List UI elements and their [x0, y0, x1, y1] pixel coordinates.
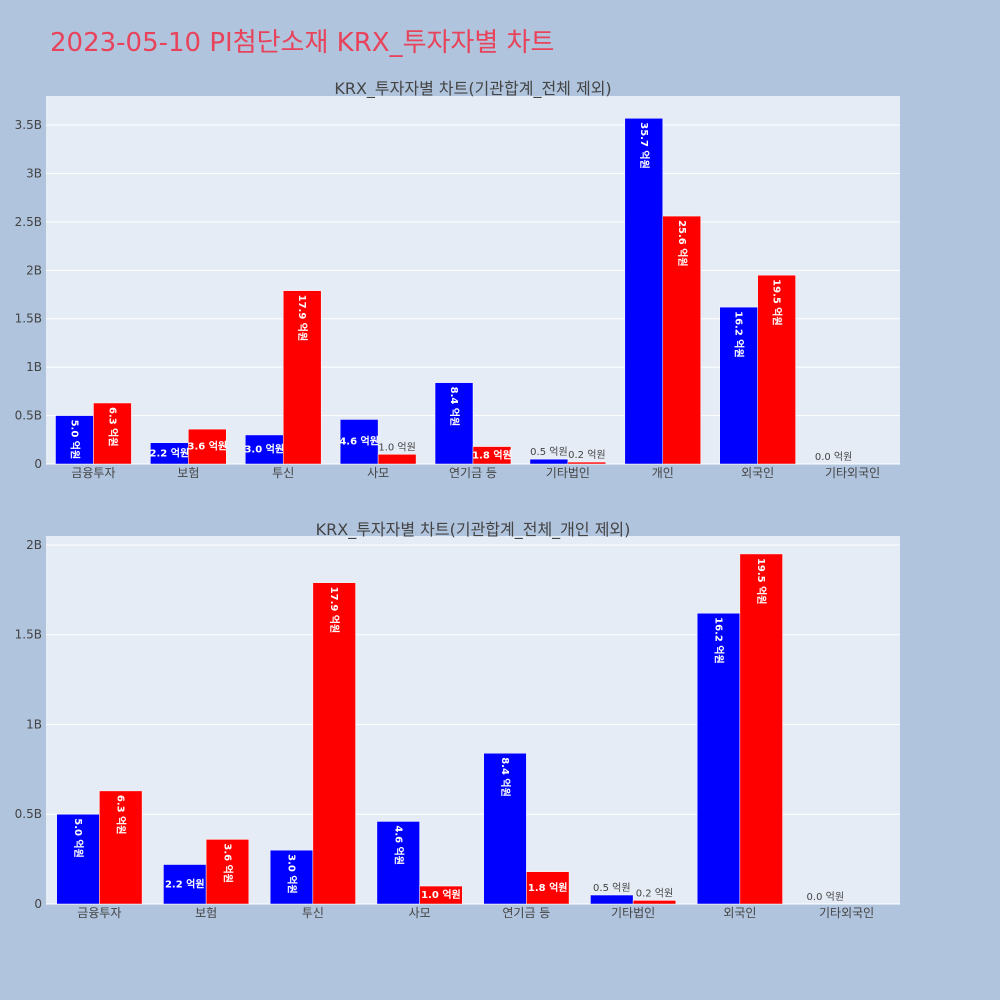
data-label: 3.6 억원 — [188, 440, 228, 453]
data-label: 2.2 억원 — [150, 446, 190, 459]
bar — [377, 454, 417, 465]
x-tick-label: 사모 — [409, 906, 431, 920]
y-tick-label: 1.5B — [15, 312, 42, 326]
y-tick-label: 1.5B — [15, 628, 42, 642]
y-tick-label: 2B — [26, 263, 42, 277]
page-title: 2023-05-10 PI첨단소재 KRX_투자자별 차트 — [50, 28, 555, 58]
data-label: 0.5 억원 — [593, 882, 630, 894]
bar — [312, 582, 356, 905]
bar — [472, 446, 512, 465]
bar — [529, 458, 569, 465]
y-tick-label: 0.5B — [15, 807, 42, 821]
data-label: 2.2 억원 — [165, 877, 205, 890]
x-tick-label: 외국인 — [723, 906, 756, 920]
data-label: 35.7 억원 — [638, 122, 651, 169]
data-label: 6.3 억원 — [115, 795, 128, 835]
data-label: 8.4 억원 — [499, 757, 512, 797]
data-label: 8.4 억원 — [448, 387, 461, 427]
data-label: 25.6 억원 — [676, 220, 689, 267]
bar — [757, 274, 796, 465]
data-label: 3.0 억원 — [244, 442, 284, 455]
bar — [719, 306, 758, 465]
chart-title: KRX_투자자별 차트(기관합계_전체_개인 제외) — [316, 520, 631, 540]
x-tick-label: 금융투자 — [71, 466, 115, 480]
data-label: 0.5 억원 — [530, 446, 567, 458]
y-tick-label: 2B — [26, 538, 42, 552]
y-tick-label: 1B — [26, 360, 42, 374]
bar — [739, 553, 783, 905]
data-label: 6.3 억원 — [106, 407, 119, 447]
data-label: 4.6 억원 — [339, 435, 379, 448]
data-label: 1.8 억원 — [472, 448, 512, 461]
bar — [188, 428, 227, 465]
bar — [590, 894, 634, 905]
x-tick-label: 기타외국인 — [825, 466, 880, 480]
data-label: 17.9 억원 — [328, 587, 341, 634]
x-tick-label: 개인 — [652, 466, 674, 480]
x-tick-label: 기타외국인 — [819, 906, 874, 920]
bar — [483, 752, 527, 905]
data-label: 5.0 억원 — [72, 818, 85, 858]
bar — [662, 215, 701, 465]
bar — [269, 849, 314, 905]
y-tick-label: 3.5B — [15, 118, 42, 132]
data-label: 0.0 억원 — [815, 451, 852, 463]
x-tick-label: 기타법인 — [611, 906, 655, 920]
bar — [419, 885, 463, 905]
bar — [567, 461, 607, 465]
bar — [339, 419, 379, 465]
x-tick-label: 연기금 등 — [449, 466, 497, 480]
data-label: 0.2 억원 — [636, 887, 673, 899]
chart-title: KRX_투자자별 차트(기관합계_전체 제외) — [334, 79, 611, 99]
bar — [624, 118, 664, 465]
bar — [632, 900, 677, 905]
data-label: 19.5 억원 — [755, 558, 768, 605]
bar — [205, 839, 250, 905]
y-tick-label: 0.5B — [15, 409, 42, 423]
data-label: 0.2 억원 — [568, 449, 605, 461]
bar — [56, 813, 100, 905]
y-tick-label: 3B — [26, 166, 42, 180]
bar — [93, 402, 132, 465]
x-tick-label: 연기금 등 — [502, 906, 550, 920]
data-label: 1.0 억원 — [421, 888, 461, 901]
x-tick-label: 금융투자 — [77, 906, 121, 920]
y-tick-label: 1B — [26, 717, 42, 731]
data-label: 16.2 억원 — [713, 617, 726, 664]
bar — [99, 790, 143, 905]
bar — [282, 290, 322, 465]
data-label: 1.8 억원 — [528, 881, 568, 894]
y-tick-label: 0 — [34, 457, 42, 471]
data-label: 5.0 억원 — [68, 420, 81, 460]
y-tick-label: 2.5B — [15, 215, 42, 229]
y-tick-label: 0 — [34, 897, 42, 911]
data-label: 4.6 억원 — [392, 825, 405, 865]
data-label: 3.6 억원 — [221, 843, 234, 883]
data-label: 17.9 억원 — [296, 295, 309, 342]
x-tick-label: 투신 — [272, 466, 294, 480]
data-label: 1.0 억원 — [378, 441, 415, 453]
x-tick-label: 투신 — [302, 906, 324, 920]
bar — [696, 612, 741, 905]
data-label: 3.0 억원 — [286, 854, 299, 894]
x-tick-label: 사모 — [367, 466, 389, 480]
bar — [526, 871, 570, 905]
x-tick-label: 보험 — [177, 466, 199, 480]
data-label: 0.0 억원 — [807, 891, 844, 903]
chart-top: 0 0.5B 1B 1.5B 2B 2.5B 3B 3.5B KRX_투자자별 차트(기관합계_… — [15, 79, 900, 480]
bar — [376, 821, 420, 905]
bar — [434, 382, 474, 465]
data-label: 16.2 억원 — [733, 311, 746, 358]
chart-bottom: 0 0.5B 1B 1.5B 2B KRX_투자자별 차트(기관합계_전체_개인 제외) 5… — [15, 520, 900, 920]
x-tick-label: 보험 — [195, 906, 217, 920]
x-tick-label: 외국인 — [741, 466, 774, 480]
data-label: 19.5 억원 — [771, 279, 784, 326]
x-tick-label: 기타법인 — [546, 466, 590, 480]
